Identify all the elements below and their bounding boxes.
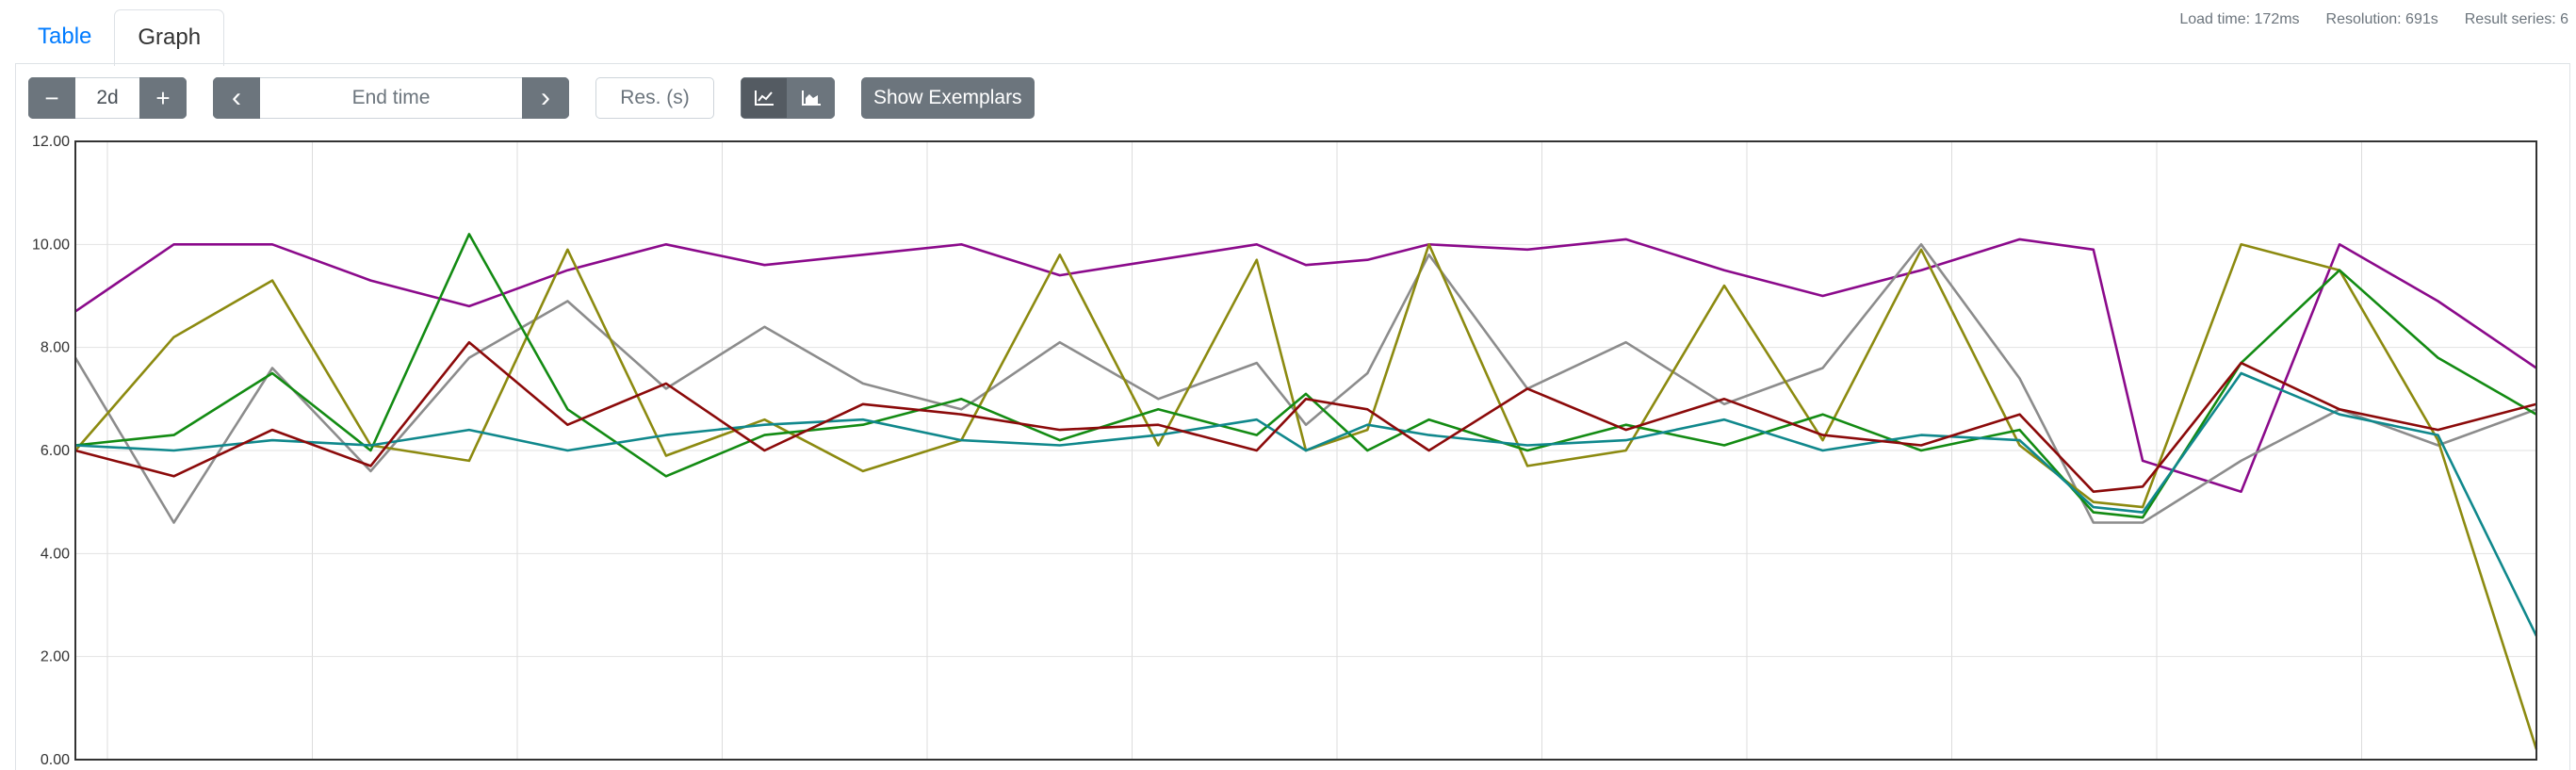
end-time-input[interactable]: End time — [260, 77, 522, 119]
tab-graph[interactable]: Graph — [114, 9, 225, 66]
graph-controls: − 2d + ‹ End time › Res. (s) Show Exempl… — [28, 77, 1035, 119]
increase-range-button[interactable]: + — [139, 77, 187, 119]
next-time-button[interactable]: › — [522, 77, 569, 119]
y-tick-label: 6.00 — [41, 443, 70, 459]
tabs-divider — [15, 63, 2570, 64]
line-chart-button[interactable] — [741, 77, 788, 119]
query-stats: Load time: 172ms Resolution: 691s Result… — [2179, 11, 2568, 28]
tab-table[interactable]: Table — [38, 24, 92, 49]
graph-panel — [15, 63, 2570, 770]
previous-time-button[interactable]: ‹ — [213, 77, 260, 119]
y-tick-label: 0.00 — [41, 752, 70, 768]
plot-frame — [74, 140, 2537, 761]
range-input[interactable]: 2d — [75, 77, 139, 119]
end-time-control: ‹ End time › — [213, 77, 569, 119]
area-chart-icon — [802, 90, 821, 106]
result-series-stat: Result series: 6 — [2464, 11, 2568, 27]
series-line-6[interactable] — [74, 340, 2537, 493]
y-tick-label: 2.00 — [41, 649, 70, 665]
series-line-3[interactable] — [74, 243, 2538, 750]
range-control: − 2d + — [28, 77, 187, 119]
y-tick-label: 8.00 — [41, 340, 70, 356]
y-tick-label: 10.00 — [32, 237, 70, 253]
series-line-1[interactable] — [74, 238, 2537, 493]
line-chart-icon — [755, 90, 774, 106]
resolution-stat: Resolution: 691s — [2325, 11, 2438, 27]
series-line-5[interactable] — [74, 371, 2538, 637]
load-time: Load time: 172ms — [2179, 11, 2300, 27]
series-line-4[interactable] — [74, 233, 2537, 519]
show-exemplars-button[interactable]: Show Exemplars — [861, 77, 1035, 119]
series-line-2[interactable] — [73, 243, 2537, 524]
y-tick-label: 12.00 — [32, 134, 70, 150]
decrease-range-button[interactable]: − — [28, 77, 75, 119]
stacked-chart-button[interactable] — [788, 77, 835, 119]
chart-type-toggle — [741, 77, 835, 119]
y-tick-label: 4.00 — [41, 546, 70, 562]
resolution-input[interactable]: Res. (s) — [595, 77, 714, 119]
